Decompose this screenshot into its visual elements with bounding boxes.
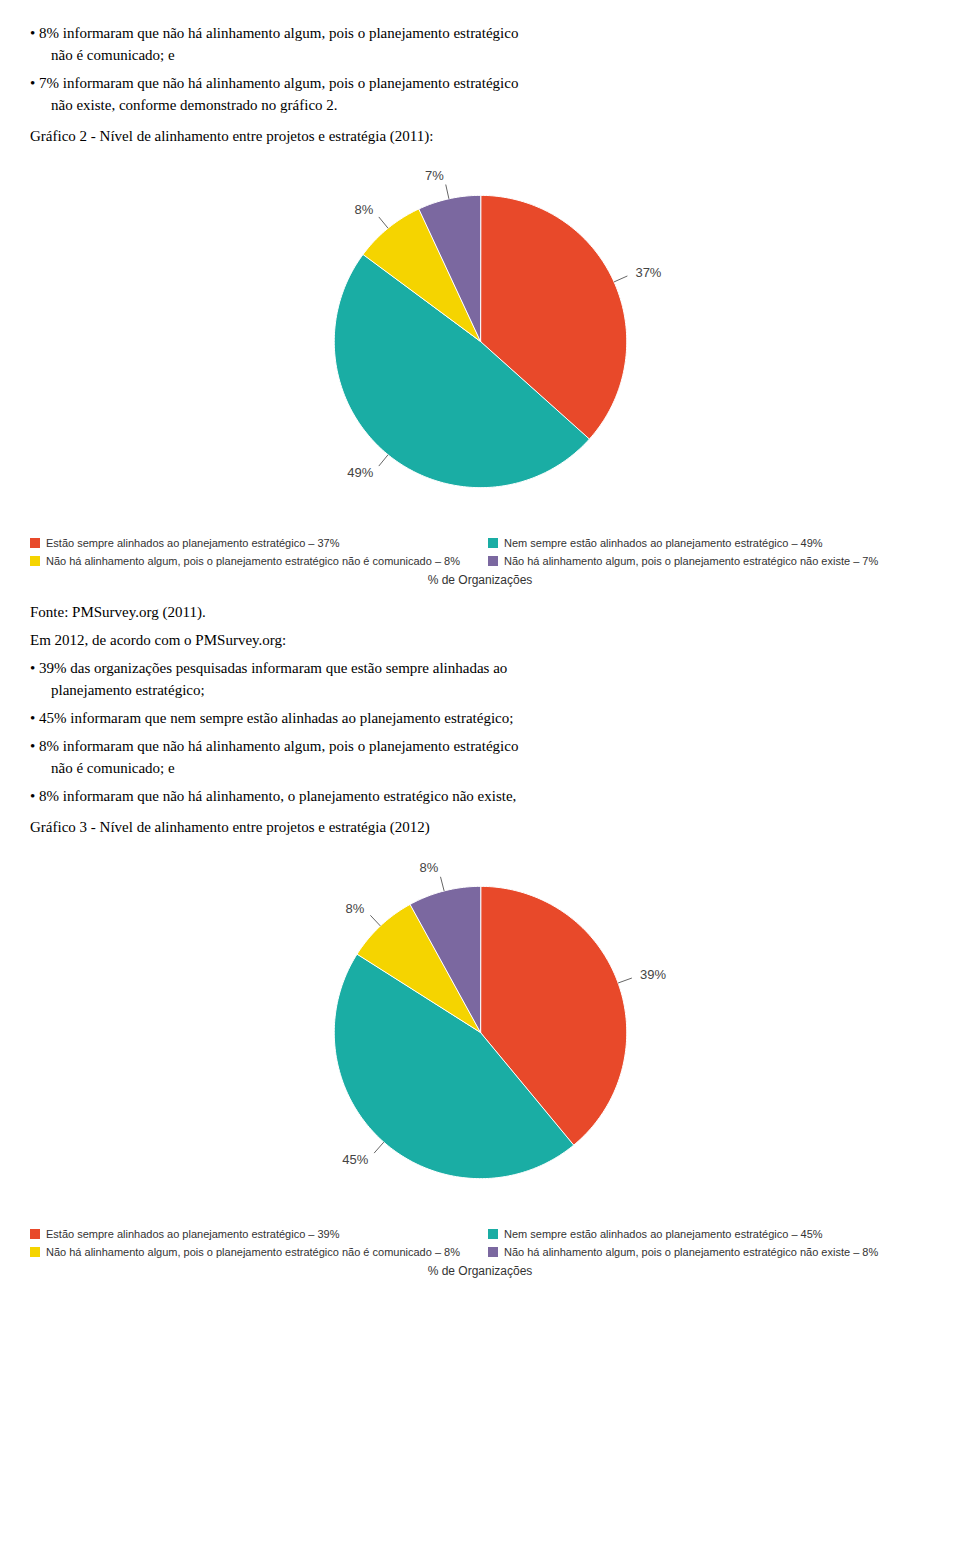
svg-text:45%: 45% (342, 1152, 368, 1167)
svg-text:49%: 49% (347, 465, 373, 480)
svg-text:39%: 39% (640, 967, 666, 982)
html-text:• 8% informaram que não há ali: • 8% informaram que não há alinhamento, … (30, 788, 517, 804)
html-text:• 8% informaram que não há ali: • 8% informaram que não há alinhamento a… (30, 738, 519, 776)
html-text:% de Organizações: % de Organizações (427, 573, 533, 587)
html-text:Estão sempre alinhados ao plan: Estão sempre alinhados ao planejamento e… (46, 537, 340, 549)
html-text:Não há alinhamento algum, pois: Não há alinhamento algum, pois o planeja… (504, 555, 879, 567)
html-text:Estão sempre alinhados ao plan: Estão sempre alinhados ao planejamento e… (46, 1228, 340, 1240)
html-text:Nem sempre estão alinhados ao: Nem sempre estão alinhados ao planejamen… (504, 537, 823, 549)
html-text:Em 2012, de acordo com o PMSur: Em 2012, de acordo com o PMSurvey.org: (30, 632, 287, 648)
svg-text:37%: 37% (635, 265, 661, 280)
html-text:• 39% das organizações pesquis: • 39% das organizações pesquisadas infor… (30, 660, 508, 698)
html-text:Não há alinhamento algum, pois: Não há alinhamento algum, pois o planeja… (504, 1246, 879, 1258)
html-text:Nem sempre estão alinhados ao: Nem sempre estão alinhados ao planejamen… (504, 1228, 823, 1240)
html-text:Não há alinhamento algum, pois: Não há alinhamento algum, pois o planeja… (46, 1246, 460, 1258)
svg-text:8%: 8% (354, 202, 373, 217)
html-text:• 8% informaram que não há ali: • 8% informaram que não há alinhamento a… (30, 25, 519, 63)
svg-text:8%: 8% (420, 860, 439, 875)
html-text:Fonte: PMSurvey.org (2011).: Fonte: PMSurvey.org (2011). (30, 604, 206, 620)
html-text:% de Organizações: % de Organizações (427, 1264, 533, 1278)
html-text:• 7% informaram que não há ali: • 7% informaram que não há alinhamento a… (30, 75, 519, 113)
svg-text:7%: 7% (425, 168, 444, 183)
svg-text:8%: 8% (346, 901, 365, 916)
html-text:Gráfico 2 - Nível de alinhamen: Gráfico 2 - Nível de alinhamento entre p… (30, 128, 434, 144)
html-text:• 45% informaram que nem sempr: • 45% informaram que nem sempre estão al… (30, 710, 514, 726)
html-text:Não há alinhamento algum, pois: Não há alinhamento algum, pois o planeja… (46, 555, 460, 567)
html-text:Gráfico 3 - Nível de alinhamen: Gráfico 3 - Nível de alinhamento entre p… (30, 819, 430, 835)
